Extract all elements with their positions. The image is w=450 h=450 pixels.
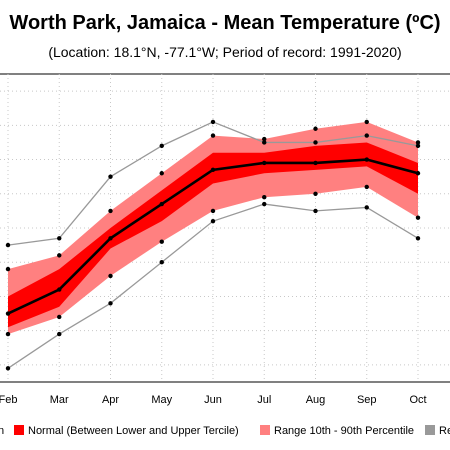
percentile-90-point bbox=[210, 133, 216, 138]
percentile-90-point bbox=[415, 140, 421, 145]
x-tick-label: Feb bbox=[0, 394, 17, 406]
percentile-90-point bbox=[57, 253, 62, 258]
record-high-point bbox=[262, 140, 267, 145]
mean-point bbox=[313, 160, 318, 166]
legend-label-percentile: Range 10th - 90th Percentile bbox=[274, 425, 414, 437]
record-low-point bbox=[57, 331, 62, 337]
x-tick-label: Sep bbox=[357, 394, 377, 406]
record-high-point bbox=[5, 242, 11, 248]
x-tick-label: Aug bbox=[306, 394, 326, 406]
record-low-point bbox=[415, 236, 421, 241]
percentile-10-point bbox=[313, 191, 318, 196]
x-tick-label: May bbox=[151, 394, 172, 406]
percentile-90-point bbox=[364, 119, 369, 125]
percentile-90-point bbox=[159, 171, 164, 176]
percentile-10-point bbox=[415, 215, 421, 220]
record-high-point bbox=[159, 143, 164, 149]
record-high-point bbox=[210, 119, 216, 125]
mean-point bbox=[364, 157, 369, 162]
percentile-10-point bbox=[5, 331, 11, 337]
percentile-90-point bbox=[5, 266, 11, 272]
percentile-90-point bbox=[313, 126, 318, 131]
record-low-point bbox=[108, 301, 113, 306]
record-low-point bbox=[313, 208, 318, 214]
percentile-10-point bbox=[364, 184, 369, 190]
legend-swatch-tercile bbox=[14, 425, 24, 435]
record-low-point bbox=[159, 260, 164, 265]
mean-point bbox=[108, 236, 113, 241]
percentile-10-point bbox=[262, 195, 267, 200]
record-low-point bbox=[262, 201, 267, 207]
percentile-10-point bbox=[57, 314, 62, 320]
percentile-10-point bbox=[210, 208, 216, 214]
mean-point bbox=[159, 201, 164, 207]
mean-point bbox=[415, 171, 421, 176]
record-high-point bbox=[57, 236, 62, 241]
legend-swatch-percentile bbox=[260, 425, 270, 435]
legend-label-record: Re bbox=[439, 425, 450, 437]
x-tick-label: Jul bbox=[257, 394, 271, 406]
percentile-band bbox=[8, 121, 418, 335]
record-low-point bbox=[210, 218, 216, 224]
percentile-10-point bbox=[159, 239, 164, 244]
percentile-90-point bbox=[108, 208, 113, 214]
record-high-point bbox=[364, 133, 369, 138]
record-low-point bbox=[364, 205, 369, 210]
x-tick-label: Apr bbox=[102, 394, 119, 406]
x-tick-label: Oct bbox=[409, 394, 426, 406]
percentile-10-point bbox=[108, 273, 113, 279]
x-tick-label: Mar bbox=[50, 394, 69, 406]
chart-title: Worth Park, Jamaica - Mean Temperature (… bbox=[9, 12, 441, 34]
record-high-point bbox=[108, 174, 113, 179]
percentile-90-point bbox=[262, 136, 267, 142]
mean-point bbox=[262, 160, 267, 166]
legend-label-tercile: Normal (Between Lower and Upper Tercile) bbox=[28, 425, 239, 437]
legend-swatch-record bbox=[425, 425, 435, 435]
mean-point bbox=[57, 287, 62, 292]
legend-label-mean: n bbox=[0, 425, 4, 437]
x-tick-label: Jun bbox=[204, 394, 222, 406]
mean-point bbox=[210, 167, 216, 173]
record-high-point bbox=[313, 140, 318, 145]
mean-point bbox=[5, 311, 11, 316]
chart-subtitle: (Location: 18.1°N, -77.1°W; Period of re… bbox=[48, 44, 402, 60]
tercile-band bbox=[8, 142, 418, 328]
record-high-point bbox=[415, 143, 421, 149]
record-low-point bbox=[5, 366, 11, 371]
